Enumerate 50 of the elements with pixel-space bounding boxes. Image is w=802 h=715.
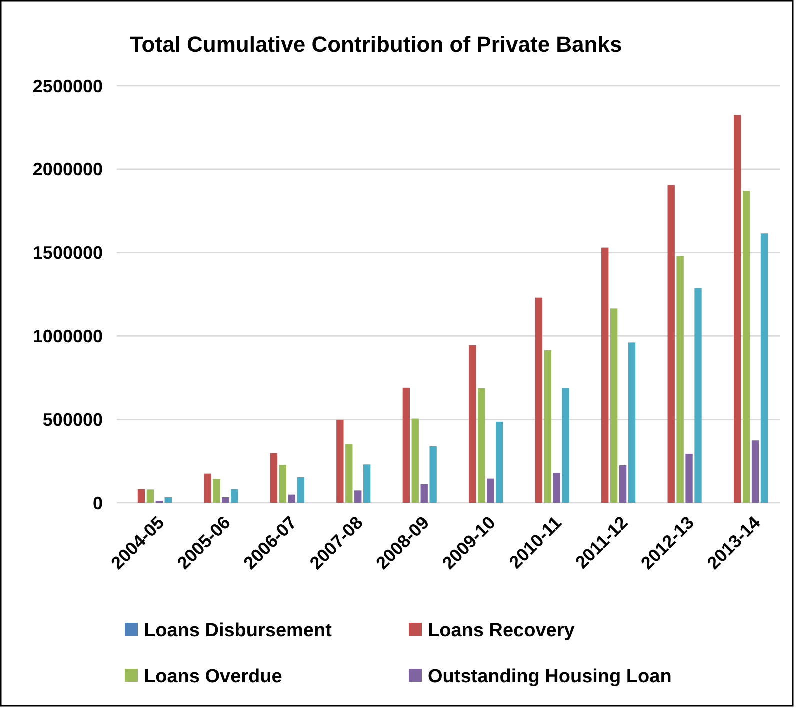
bar xyxy=(213,479,220,503)
bar xyxy=(402,388,410,503)
y-tick-label: 500000 xyxy=(42,410,103,430)
bar xyxy=(222,497,230,503)
bar xyxy=(146,490,154,503)
bar xyxy=(742,191,750,503)
y-tick-label: 2000000 xyxy=(32,160,103,180)
bar xyxy=(231,489,238,503)
bar xyxy=(336,420,344,503)
bar xyxy=(676,256,684,503)
bar xyxy=(478,388,486,503)
bar xyxy=(430,446,437,503)
bar xyxy=(535,298,542,503)
bar xyxy=(354,490,362,503)
bar xyxy=(487,478,494,503)
bar xyxy=(279,465,287,503)
bar xyxy=(469,345,476,503)
bar xyxy=(628,342,636,503)
bar xyxy=(734,115,742,503)
bar xyxy=(610,308,618,503)
bar xyxy=(694,288,702,503)
bar xyxy=(544,350,552,503)
bar xyxy=(420,484,428,503)
bar xyxy=(138,489,146,503)
y-tick-label: 2500000 xyxy=(32,76,103,96)
bar xyxy=(602,248,609,503)
bar xyxy=(562,388,570,503)
legend-label: Loans Overdue xyxy=(144,666,282,688)
bar xyxy=(270,453,278,503)
bar xyxy=(760,234,768,503)
bar xyxy=(412,418,419,503)
bar xyxy=(752,440,760,503)
bar xyxy=(496,422,504,503)
bar xyxy=(668,185,675,503)
bar xyxy=(164,497,172,503)
chart-title: Total Cumulative Contribution of Private Banks xyxy=(130,32,622,57)
y-tick-label: 0 xyxy=(92,493,103,514)
bar xyxy=(364,464,371,503)
bar xyxy=(297,477,304,503)
y-tick-label: 1500000 xyxy=(32,243,103,264)
legend-label: Outstanding Housing Loan xyxy=(428,666,672,688)
bar xyxy=(619,465,627,503)
bar xyxy=(553,472,560,503)
bar xyxy=(288,494,296,503)
bar xyxy=(204,474,212,503)
y-tick-label: 1000000 xyxy=(32,326,103,346)
bar xyxy=(346,444,353,503)
legend-label: Loans Disbursement xyxy=(144,620,333,642)
legend-label: Loans Recovery xyxy=(428,620,576,642)
bar xyxy=(686,454,693,503)
